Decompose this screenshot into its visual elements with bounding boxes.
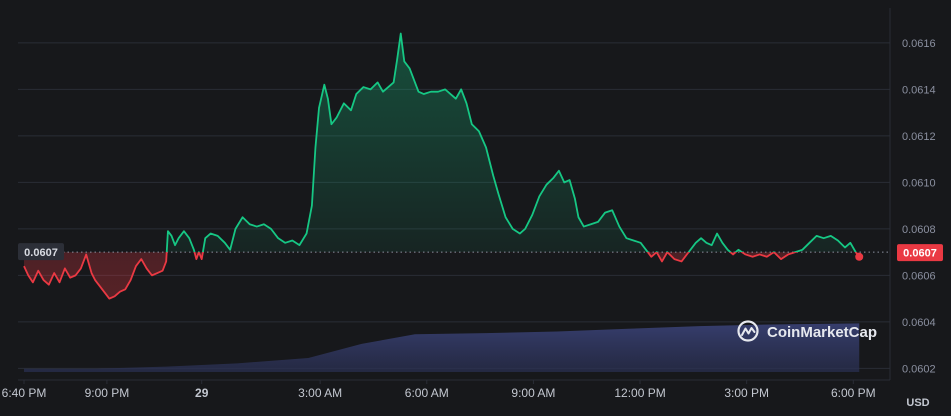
y-tick-label: 0.0602: [902, 363, 936, 375]
coinmarketcap-logo-icon: [737, 320, 759, 342]
x-tick-label: 3:00 PM: [724, 386, 769, 400]
coinmarketcap-watermark: CoinMarketCap: [737, 320, 877, 342]
x-tick-label: 29: [195, 386, 209, 400]
x-tick-label: 6:00 AM: [405, 386, 449, 400]
y-tick-label: 0.0616: [902, 38, 936, 50]
x-tick-label: 3:00 AM: [298, 386, 342, 400]
last-price-dot: [855, 252, 864, 261]
y-tick-label: 0.0606: [902, 270, 936, 282]
area-fill-below-baseline: [24, 252, 860, 299]
currency-label: USD: [906, 397, 929, 409]
left-price-label: 0.0607: [24, 247, 58, 259]
y-tick-label: 0.0604: [902, 317, 936, 329]
x-tick-label: 9:00 PM: [85, 386, 130, 400]
x-tick-label: 6:40 PM: [2, 386, 47, 400]
volume-area: [24, 323, 860, 372]
y-tick-label: 0.0608: [902, 224, 936, 236]
x-tick-label: 6:00 PM: [831, 386, 876, 400]
price-line-down: [23, 252, 860, 300]
price-line-up: [165, 32, 857, 253]
y-tick-label: 0.0614: [902, 84, 936, 96]
x-tick-label: 9:00 AM: [511, 386, 555, 400]
watermark-text: CoinMarketCap: [767, 324, 877, 341]
y-tick-label: 0.0612: [902, 131, 936, 143]
y-tick-label: 0.0610: [902, 177, 936, 189]
left-price-badge: 0.0607: [18, 243, 64, 261]
current-price-label: 0.0607: [903, 248, 937, 260]
current-price-badge: 0.0607: [897, 244, 943, 262]
x-tick-label: 12:00 PM: [614, 386, 665, 400]
area-fill-above-baseline: [24, 33, 860, 253]
y-axis-ticks: 0.0602 0.0604 0.0606 0.0608 0.0610 0.0612 0.06…: [902, 38, 936, 376]
x-axis-ticks: 6:40 PM 9:00 PM 29 3:00 AM 6:00 AM 9:00 AM 12:…: [2, 380, 876, 400]
volume-bars: [24, 323, 860, 372]
